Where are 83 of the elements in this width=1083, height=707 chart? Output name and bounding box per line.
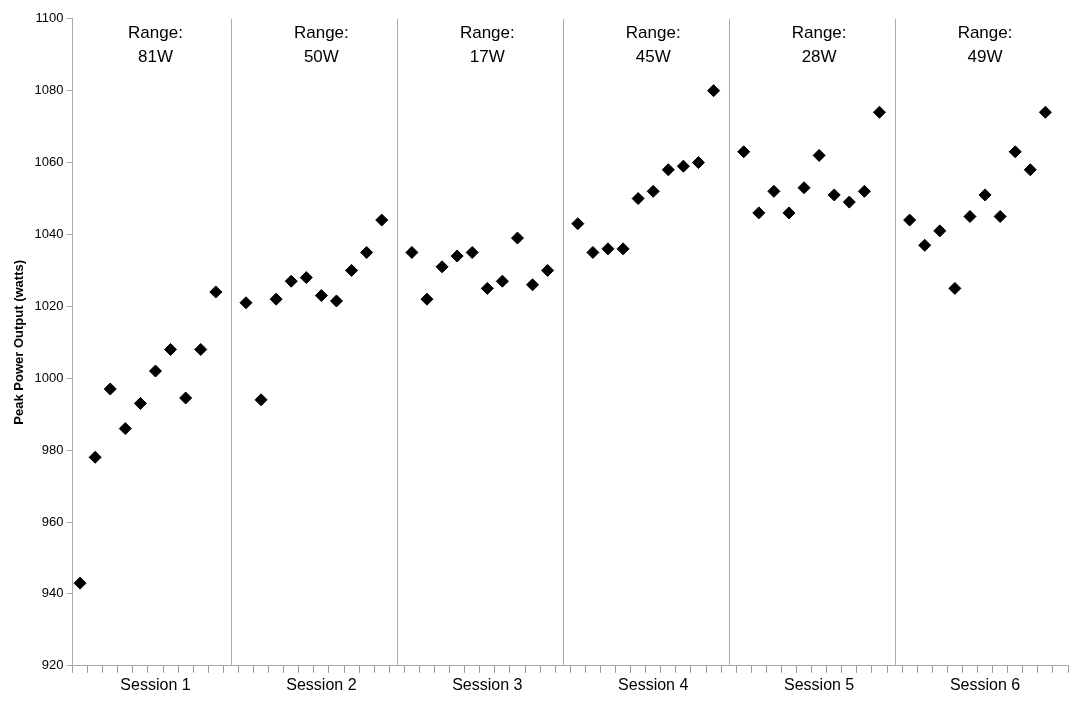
point <box>827 188 841 202</box>
point <box>480 281 494 295</box>
point <box>420 292 434 306</box>
point <box>360 245 374 259</box>
x-tick-label: Session 2 <box>286 675 357 693</box>
point <box>616 242 630 256</box>
point <box>164 342 178 356</box>
annotation: Range: 81W <box>128 22 183 66</box>
point <box>872 105 886 119</box>
x-tick-label: Session 5 <box>784 675 855 693</box>
point <box>541 263 555 277</box>
point <box>661 163 675 177</box>
point <box>329 294 343 308</box>
point <box>857 184 871 198</box>
point <box>73 576 87 590</box>
point <box>450 249 464 263</box>
point <box>948 281 962 295</box>
point <box>254 393 268 407</box>
point <box>1038 105 1052 119</box>
point <box>526 278 540 292</box>
y-tick-label: 1040 <box>34 226 64 242</box>
x-tick-label: Session 6 <box>949 675 1021 693</box>
point <box>118 422 132 436</box>
y-tick-label: 1100 <box>35 10 64 26</box>
point <box>903 213 917 227</box>
y-tick-label: 1020 <box>34 297 64 313</box>
x-tick-label: Session 1 <box>120 675 191 693</box>
y-tick-label: 1060 <box>34 154 64 170</box>
point <box>299 271 313 285</box>
point <box>993 209 1007 223</box>
y-tick-label: 1000 <box>34 369 64 385</box>
point <box>495 274 509 288</box>
point <box>314 289 328 303</box>
point <box>284 274 298 288</box>
point <box>405 245 419 259</box>
point <box>646 184 660 198</box>
annotation: Range: 45W <box>625 22 681 66</box>
point <box>435 260 449 274</box>
point <box>1008 145 1022 159</box>
point <box>631 192 645 206</box>
y-tick-label: 960 <box>41 513 64 529</box>
x-tick-label: Session 4 <box>618 675 689 693</box>
point <box>133 396 147 410</box>
y-tick-label: 1080 <box>34 82 64 98</box>
point <box>88 450 102 464</box>
point <box>797 181 811 195</box>
point <box>963 209 977 223</box>
point <box>179 391 193 405</box>
point <box>510 231 524 245</box>
point <box>194 342 208 356</box>
annotation: Range: 17W <box>459 22 515 66</box>
annotation: Range: 28W <box>791 22 847 66</box>
point <box>345 263 359 277</box>
point <box>812 148 826 162</box>
point <box>978 188 992 202</box>
point <box>1023 163 1037 177</box>
point <box>375 213 389 227</box>
point <box>465 245 479 259</box>
point <box>239 296 253 310</box>
y-tick-label: 980 <box>41 441 64 457</box>
annotation: Range: 50W <box>293 22 349 66</box>
point <box>707 84 721 98</box>
point <box>676 159 690 173</box>
point <box>691 156 705 170</box>
y-axis-title: Peak Power Output (watts) <box>11 259 27 425</box>
y-tick-label: 920 <box>41 657 64 673</box>
y-tick-label: 940 <box>41 585 64 601</box>
point <box>586 245 600 259</box>
point <box>269 292 283 306</box>
point <box>918 238 932 252</box>
point <box>782 206 796 220</box>
point <box>601 242 615 256</box>
point <box>571 217 585 231</box>
point <box>737 145 751 159</box>
annotation: Range: 49W <box>957 22 1013 66</box>
point <box>752 206 766 220</box>
point <box>842 195 856 209</box>
point <box>103 382 117 396</box>
point <box>767 184 781 198</box>
x-tick-label: Session 3 <box>452 675 523 693</box>
point <box>148 364 162 378</box>
point <box>209 285 223 299</box>
point <box>933 224 947 238</box>
